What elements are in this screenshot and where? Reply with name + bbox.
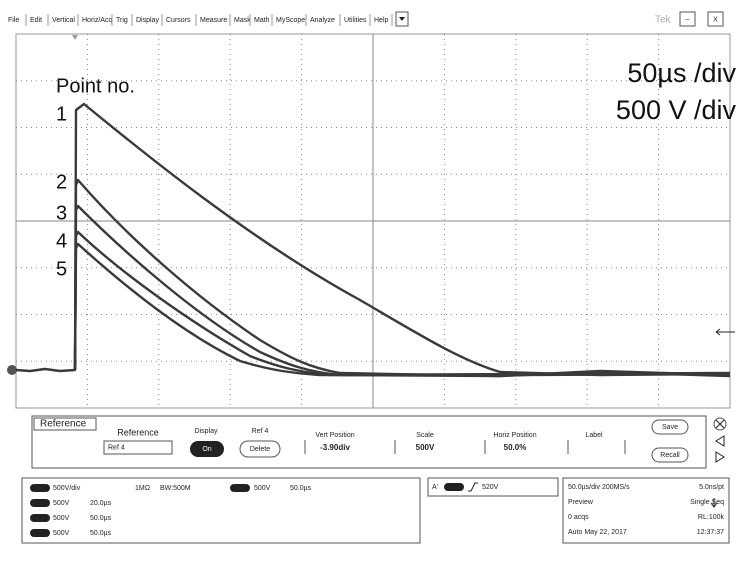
- trigger-pos-marker: [72, 35, 78, 40]
- menu-item[interactable]: Display: [136, 17, 159, 24]
- menu-dropdown-arrow: [399, 17, 405, 21]
- ref-label: Ref 4: [252, 428, 269, 435]
- point-label: 5: [56, 258, 67, 280]
- brand: Tek: [655, 15, 672, 26]
- acq-status: RL:100k: [698, 514, 725, 521]
- menu-item[interactable]: Measure: [200, 17, 227, 24]
- save-button[interactable]: [651, 419, 689, 435]
- point-label: 2: [56, 171, 67, 193]
- waveform-1: [15, 102, 731, 377]
- minimize-label: –: [686, 16, 690, 23]
- menu-item[interactable]: Analyze: [310, 17, 335, 24]
- acq-status: Preview: [568, 499, 594, 506]
- vert-value: -3.90div: [320, 443, 350, 452]
- reference-value: Ref 4: [108, 444, 125, 451]
- minimize-button[interactable]: [679, 11, 696, 27]
- close-panel-icon: [715, 419, 725, 429]
- close-label: X: [713, 16, 718, 23]
- menu-item[interactable]: Horiz/Acq: [82, 17, 112, 24]
- impedance: 1MΩ: [135, 485, 150, 492]
- delete-button[interactable]: [239, 440, 281, 458]
- download-arrow: [710, 498, 718, 508]
- point-label: 4: [56, 230, 67, 252]
- menu-item[interactable]: Trig: [116, 17, 128, 24]
- trigger-level: 520V: [482, 484, 499, 491]
- ref-badge-time: 50.0µs: [290, 485, 312, 492]
- scale-label: Scale: [416, 432, 434, 439]
- ground-marker: [7, 365, 17, 375]
- field-separators: [304, 440, 626, 454]
- trigger-source: A': [432, 484, 438, 491]
- point-label: 3: [56, 202, 67, 224]
- ch1-scale: 500V/div: [53, 485, 81, 492]
- menu-bar: File Edit Vertical Horiz/Acq Trig Display Curs…: [8, 11, 409, 27]
- acq-status: 12:37:37: [697, 529, 724, 536]
- time-scale: 50µs /div: [627, 58, 736, 88]
- ref-status: 500V: [53, 500, 70, 507]
- point-labels: 1 2 3 4 5: [56, 103, 67, 280]
- reference-dropdown[interactable]: [103, 440, 173, 455]
- channel-badge: [30, 499, 50, 507]
- channel-badge: [230, 484, 250, 492]
- channel-status: [21, 477, 421, 544]
- save-button-label: Save: [662, 424, 678, 431]
- menu-item[interactable]: Mask: [234, 17, 251, 24]
- menu-item[interactable]: Cursors: [166, 17, 191, 24]
- waveform-4: [73, 230, 731, 377]
- menu-item[interactable]: MyScope: [276, 17, 305, 24]
- ref-status: 500V: [53, 515, 70, 522]
- reference-label: Reference: [117, 427, 159, 437]
- acq-status: Single Seq: [690, 499, 724, 506]
- menu-item[interactable]: Utilities: [344, 17, 367, 24]
- delete-button-label: Delete: [250, 446, 270, 453]
- vert-label: Vert Position: [315, 432, 354, 439]
- display-button-label: On: [202, 446, 211, 453]
- trigger-level-arrow: [715, 328, 735, 336]
- acq-status: 0 acqs: [568, 514, 589, 521]
- recall-button-label: Recall: [660, 452, 680, 459]
- label-label: Label: [585, 432, 603, 439]
- acq-status: Auto May 22, 2017: [568, 529, 627, 536]
- menu-item[interactable]: File: [8, 17, 19, 24]
- channel-badge: [30, 484, 50, 492]
- scale-value: 500V: [416, 443, 435, 452]
- horiz-value: 50.0%: [504, 443, 527, 452]
- display-label: Display: [195, 428, 218, 435]
- graticule: [15, 33, 731, 409]
- trigger-badge: [444, 483, 464, 491]
- menu-item[interactable]: Vertical: [52, 17, 75, 24]
- volt-scale: 500 V /div: [616, 95, 737, 125]
- ref-badge-volts: 500V: [254, 485, 271, 492]
- reference-tab-label: Reference: [40, 419, 87, 430]
- point-label: 1: [56, 103, 67, 125]
- waveform-5: [73, 242, 731, 377]
- waveform-2: [73, 178, 731, 378]
- menu-item[interactable]: Math: [254, 17, 270, 24]
- menu-item[interactable]: Edit: [30, 17, 42, 24]
- status-texts: 500V/div 1MΩ BW:500M 500V 50.0µs 500V 20.0µs 50…: [30, 482, 725, 537]
- bandwidth: BW:500M: [160, 485, 191, 492]
- point-header: Point no.: [56, 75, 135, 97]
- panel-nav-arrows: [715, 435, 725, 463]
- acquisition-status: [562, 477, 730, 544]
- trigger-slope: [468, 482, 478, 492]
- menu-item[interactable]: Help: [374, 17, 389, 24]
- waveform-3: [73, 204, 731, 378]
- acq-status: 50.0µs/div 200MS/s: [568, 484, 630, 491]
- ref-status: 20.0µs: [90, 500, 112, 507]
- channel-badge: [30, 529, 50, 537]
- recall-button[interactable]: [651, 447, 689, 463]
- ref-status: 50.0µs: [90, 530, 112, 537]
- close-button[interactable]: [707, 11, 724, 27]
- channel-badge: [30, 514, 50, 522]
- ref-status: 50.0µs: [90, 515, 112, 522]
- horiz-label: Horiz Position: [493, 432, 536, 439]
- ref-status: 500V: [53, 530, 70, 537]
- trigger-status: [427, 477, 559, 497]
- reference-tab: [33, 417, 97, 431]
- acq-status: 5.0ns/pt: [699, 484, 724, 491]
- display-button[interactable]: [190, 441, 224, 457]
